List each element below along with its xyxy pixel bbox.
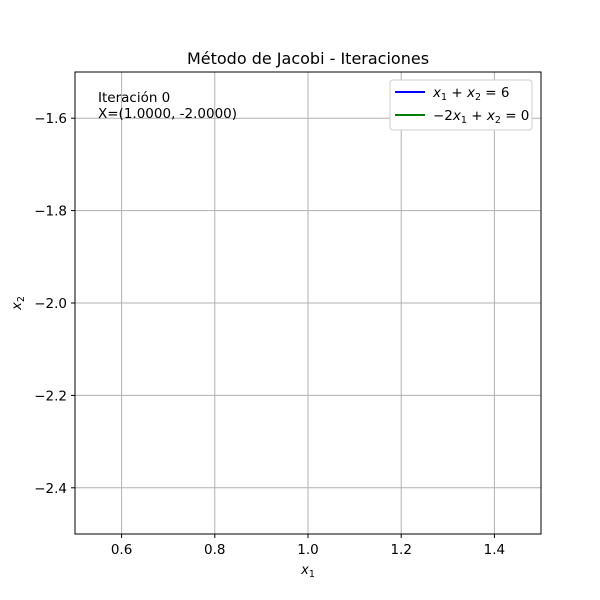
x-tick-label: 0.6: [111, 542, 132, 558]
y-axis-ticks: −1.6 −1.8 −2.0 −2.2 −2.4: [34, 111, 75, 497]
x-axis-ticks: 0.6 0.8 1.0 1.2 1.4: [111, 534, 505, 558]
x-tick-label: 1.2: [390, 542, 411, 558]
chart-title: Método de Jacobi - Iteraciones: [187, 49, 429, 68]
x-tick-label: 1.0: [297, 542, 318, 558]
y-tick-label: −1.6: [34, 111, 67, 127]
y-tick-label: −2.2: [34, 388, 67, 404]
grid-lines: [75, 72, 541, 534]
y-tick-label: −2.0: [34, 296, 67, 312]
legend: x1 + x2 = 6 −2x1 + x2 = 0: [389, 79, 533, 131]
x-tick-label: 0.8: [204, 542, 225, 558]
legend-box: [389, 79, 533, 131]
y-tick-label: −1.8: [34, 204, 67, 220]
iteration-label: Iteración 0: [98, 90, 170, 106]
x-tick-label: 1.4: [484, 542, 505, 558]
iteration-point-label: X=(1.0000, -2.0000): [98, 106, 237, 122]
legend-entry-2: −2x1 + x2 = 0: [433, 108, 529, 126]
legend-entry-1: x1 + x2 = 6: [432, 85, 509, 103]
y-tick-label: −2.4: [34, 481, 67, 497]
